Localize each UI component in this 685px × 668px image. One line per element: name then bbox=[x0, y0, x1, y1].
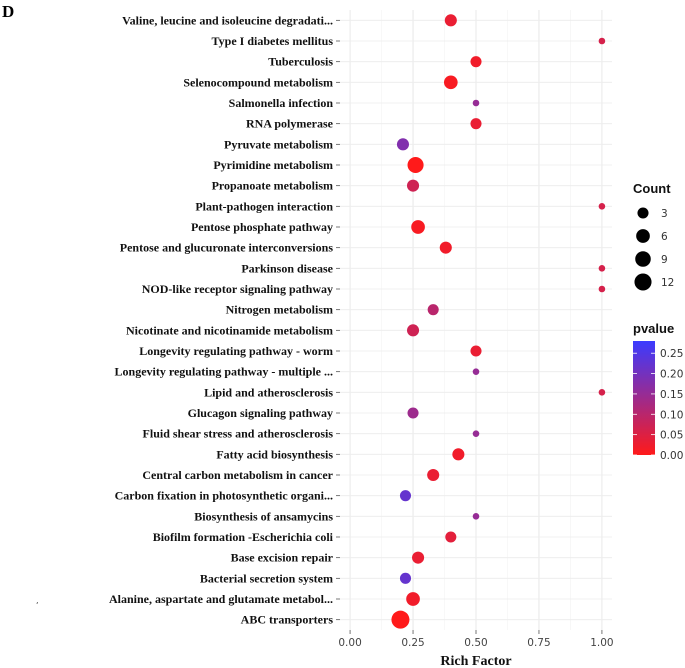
data-point bbox=[472, 99, 480, 107]
category-label: Pyrimidine metabolism bbox=[213, 158, 333, 172]
data-point bbox=[470, 56, 482, 68]
pvalue-legend: pvalue 0.25 0.20 0.15 0.10 0.05 0.00 bbox=[633, 321, 683, 462]
category-label: Fluid shear stress and atherosclerosis bbox=[143, 427, 334, 441]
colorbar-label: 0.20 bbox=[660, 369, 683, 381]
count-legend: Count 3 6 9 12 bbox=[633, 181, 674, 291]
count-legend-key bbox=[637, 207, 649, 219]
colorbar-label: 0.00 bbox=[660, 450, 683, 462]
colorbar-label: 0.05 bbox=[660, 430, 683, 442]
category-label: Parkinson disease bbox=[241, 261, 333, 275]
data-point bbox=[472, 368, 480, 375]
data-point bbox=[472, 513, 480, 520]
category-label: Base excision repair bbox=[231, 551, 334, 565]
data-point bbox=[406, 324, 420, 337]
data-point bbox=[439, 241, 452, 254]
count-legend-title: Count bbox=[633, 181, 671, 196]
stray-mark: , bbox=[36, 596, 39, 605]
panel-label: D bbox=[2, 2, 14, 21]
category-label: Central carbon metabolism in cancer bbox=[142, 468, 333, 482]
category-label: Valine, leucine and isoleucine degradati… bbox=[122, 13, 333, 27]
data-point bbox=[470, 118, 482, 130]
data-point bbox=[598, 285, 606, 293]
data-point bbox=[598, 203, 606, 210]
data-point bbox=[406, 179, 420, 192]
x-tick-label: 0.50 bbox=[464, 637, 487, 649]
data-point bbox=[399, 490, 412, 502]
category-label: Biosynthesis of ansamycins bbox=[194, 509, 333, 523]
data-point bbox=[406, 592, 420, 606]
plot-area: Valine, leucine and isoleucine degradati… bbox=[109, 10, 614, 649]
category-label: Nitrogen metabolism bbox=[226, 303, 333, 317]
data-point bbox=[411, 220, 425, 234]
category-label: Carbon fixation in photosynthetic organi… bbox=[115, 489, 333, 503]
data-point bbox=[391, 610, 410, 629]
data-point bbox=[598, 389, 606, 396]
data-point bbox=[412, 551, 425, 564]
data-point bbox=[598, 37, 606, 45]
category-label: Bacterial secretion system bbox=[200, 571, 333, 585]
category-label: Selenocompound metabolism bbox=[183, 75, 333, 89]
count-legend-label: 9 bbox=[661, 254, 668, 266]
pvalue-colorbar bbox=[633, 341, 655, 455]
category-label: Alanine, aspartate and glutamate metabol… bbox=[109, 592, 333, 606]
count-legend-label: 12 bbox=[661, 277, 674, 289]
x-axis-title: Rich Factor bbox=[440, 654, 511, 668]
data-point bbox=[452, 448, 465, 461]
data-point bbox=[598, 265, 606, 272]
data-point bbox=[399, 572, 412, 584]
data-point bbox=[444, 14, 457, 27]
category-label: Pentose and glucuronate interconversions bbox=[120, 241, 334, 255]
colorbar-label: 0.10 bbox=[660, 409, 683, 421]
category-label: Lipid and atherosclerosis bbox=[204, 385, 333, 399]
category-label: Type I diabetes mellitus bbox=[212, 34, 334, 48]
x-tick-label: 1.00 bbox=[590, 637, 613, 649]
x-tick-label: 0.00 bbox=[338, 637, 361, 649]
data-point bbox=[427, 304, 439, 316]
category-label: Glucagon signaling pathway bbox=[188, 406, 333, 420]
category-label: Tuberculosis bbox=[268, 55, 333, 69]
data-point bbox=[443, 75, 458, 90]
data-point bbox=[407, 407, 419, 419]
data-point bbox=[407, 156, 424, 174]
category-label: ABC transporters bbox=[241, 613, 334, 627]
category-label: Plant-pathogen interaction bbox=[195, 199, 333, 213]
data-point bbox=[427, 468, 440, 482]
category-label: Salmonella infection bbox=[229, 96, 334, 110]
pvalue-legend-title: pvalue bbox=[633, 321, 674, 336]
colorbar-label: 0.25 bbox=[660, 348, 683, 360]
category-label: Pentose phosphate pathway bbox=[191, 220, 333, 234]
count-legend-label: 3 bbox=[661, 208, 668, 220]
category-label: Pyruvate metabolism bbox=[224, 137, 333, 151]
category-label: RNA polymerase bbox=[246, 117, 334, 131]
data-point bbox=[472, 430, 480, 437]
category-label: Fatty acid biosynthesis bbox=[216, 447, 333, 461]
category-label: Propanoate metabolism bbox=[212, 179, 333, 193]
count-legend-key bbox=[636, 229, 650, 243]
category-label: Longevity regulating pathway - multiple … bbox=[115, 365, 333, 379]
category-label: Longevity regulating pathway - worm bbox=[139, 344, 333, 358]
data-point bbox=[445, 531, 457, 543]
count-legend-key bbox=[634, 273, 652, 291]
colorbar-label: 0.15 bbox=[660, 389, 683, 401]
count-legend-key bbox=[635, 251, 651, 267]
data-point bbox=[396, 138, 410, 151]
x-tick-label: 0.75 bbox=[527, 637, 550, 649]
category-label: NOD-like receptor signaling pathway bbox=[142, 282, 333, 296]
category-label: Biofilm formation -Escherichia coli bbox=[153, 530, 334, 544]
category-label: Nicotinate and nicotinamide metabolism bbox=[126, 323, 333, 337]
x-tick-label: 0.25 bbox=[401, 637, 424, 649]
data-point bbox=[470, 345, 482, 357]
count-legend-label: 6 bbox=[661, 231, 668, 243]
